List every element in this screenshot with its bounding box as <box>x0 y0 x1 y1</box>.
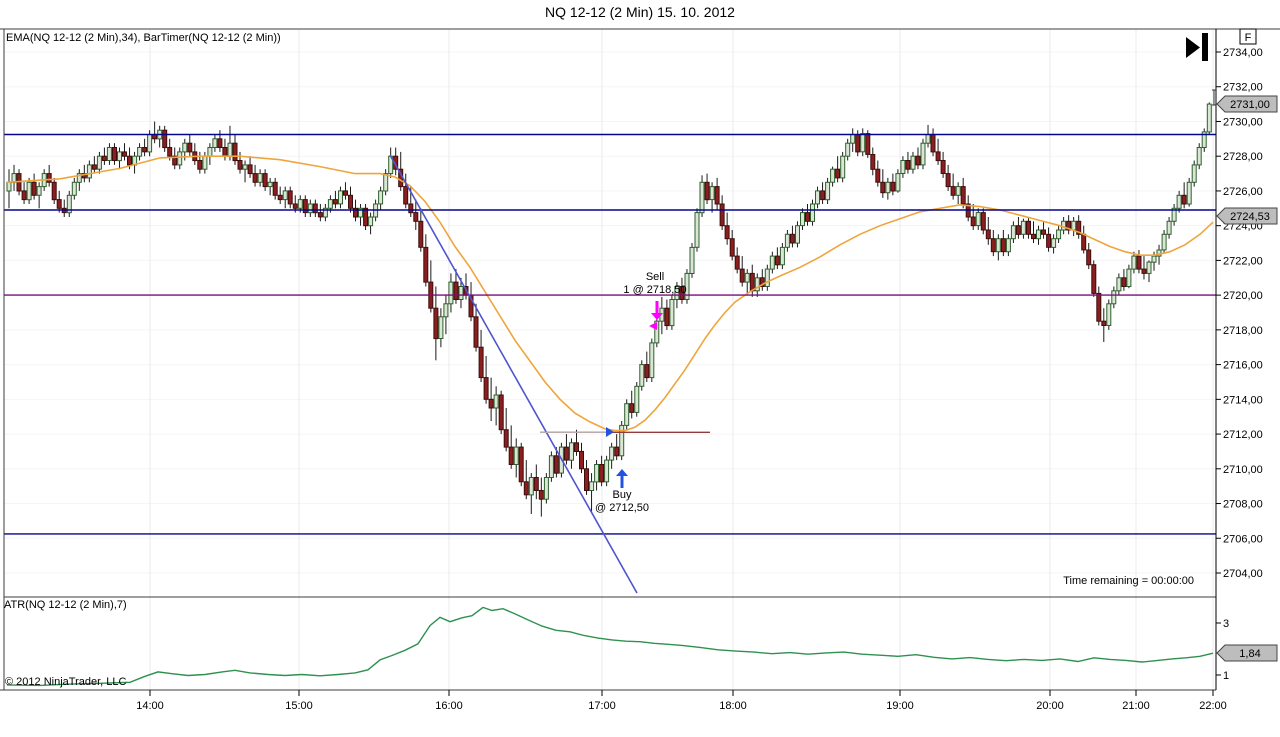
time-axis-label: 21:00 <box>1122 700 1150 712</box>
time-axis-label: 18:00 <box>719 700 747 712</box>
price-axis-label: 2718,00 <box>1223 325 1263 337</box>
time-axis-label: 14:00 <box>136 700 164 712</box>
price-axis-label: 2730,00 <box>1223 116 1263 128</box>
sell-arrow-icon <box>651 313 663 320</box>
price-panel-indicator-label: EMA(NQ 12-12 (2 Min),34), BarTimer(NQ 12… <box>6 32 281 44</box>
bar-timer-text: Time remaining = 00:00:00 <box>1063 575 1194 587</box>
sell-annotation-line2: 1 @ 2718,50 <box>623 284 687 296</box>
price-axis-label: 2720,00 <box>1223 290 1263 302</box>
sell-arrow-shaft <box>655 301 659 313</box>
trendline[interactable] <box>389 154 638 594</box>
price-axis-label: 2728,00 <box>1223 151 1263 163</box>
buy-annotation-line1: Buy <box>612 489 632 501</box>
go-to-end-icon[interactable] <box>1186 37 1200 58</box>
price-axis-label: 2732,00 <box>1223 82 1263 94</box>
price-axis-label: 2722,00 <box>1223 255 1263 267</box>
atr-axis-label: 3 <box>1223 618 1229 630</box>
buy-annotation: Buy @ 2712,50 <box>557 489 687 515</box>
entry-marker-icon <box>606 427 614 437</box>
sell-annotation: Sell 1 @ 2718,50 <box>590 271 720 297</box>
ema-value-badge-label: 2724,53 <box>1230 211 1270 223</box>
atr-line <box>6 606 1214 687</box>
price-axis-label: 2726,00 <box>1223 186 1263 198</box>
fixed-scale-button[interactable] <box>1239 28 1257 45</box>
copyright-text: © 2012 NinjaTrader, LLC <box>5 676 127 688</box>
candlestick-series <box>6 102 1212 517</box>
buy-arrow-icon <box>616 469 628 476</box>
buy-annotation-line2: @ 2712,50 <box>595 502 649 514</box>
price-axis-label: 2716,00 <box>1223 360 1263 372</box>
price-axis-label: 2714,00 <box>1223 394 1263 406</box>
fixed-scale-button-label: F <box>1245 32 1252 44</box>
time-axis-label: 17:00 <box>588 700 616 712</box>
last-price-badge-label: 2731,00 <box>1230 99 1270 111</box>
price-axis-label: 2708,00 <box>1223 499 1263 511</box>
ema-value-badge <box>1216 207 1278 225</box>
go-to-end-bar-icon[interactable] <box>1202 33 1208 61</box>
time-axis-label: 22:00 <box>1199 700 1227 712</box>
price-axis-label: 2706,00 <box>1223 533 1263 545</box>
atr-panel-indicator-label: ATR(NQ 12-12 (2 Min),7) <box>4 599 127 611</box>
price-axis-label: 2704,00 <box>1223 568 1263 580</box>
time-axis-label: 15:00 <box>285 700 313 712</box>
atr-value-badge-label: 1,84 <box>1239 648 1260 660</box>
last-price-badge <box>1216 95 1278 113</box>
time-axis-label: 16:00 <box>435 700 463 712</box>
atr-value-badge <box>1216 644 1278 662</box>
buy-arrow-shaft <box>620 476 624 488</box>
chart-title: NQ 12-12 (2 Min) 15. 10. 2012 <box>545 4 735 20</box>
atr-axis-label: 1 <box>1223 670 1229 682</box>
time-axis-label: 20:00 <box>1036 700 1064 712</box>
price-axis-label: 2734,00 <box>1223 47 1263 59</box>
sell-fill-marker-icon <box>649 322 657 330</box>
price-axis-label: 2710,00 <box>1223 464 1263 476</box>
price-axis-label: 2712,00 <box>1223 429 1263 441</box>
time-axis-label: 19:00 <box>886 700 914 712</box>
sell-annotation-line1: Sell <box>645 271 665 283</box>
